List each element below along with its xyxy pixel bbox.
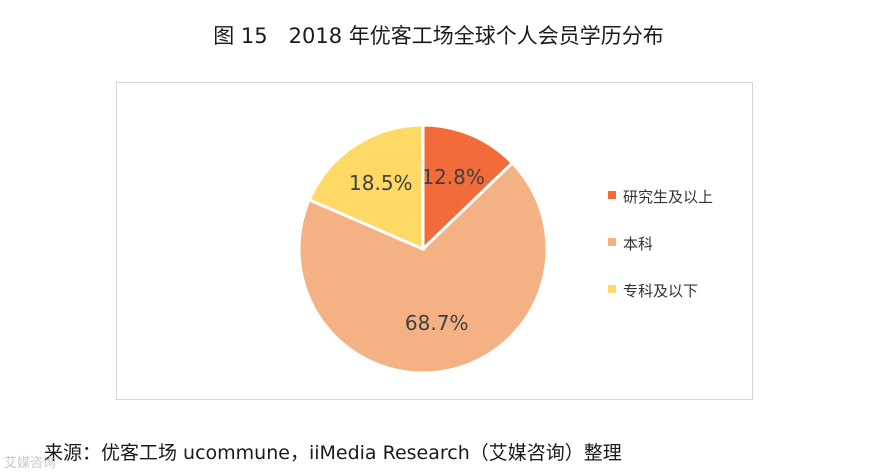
legend-label-3: 专科及以下 [623, 282, 699, 300]
legend-label-1: 研究生及以上 [623, 188, 714, 206]
legend-swatch-3 [608, 285, 616, 293]
source-note: 来源：优客工场 ucommune，iiMedia Research（艾媒咨询）整… [44, 442, 622, 464]
legend-label-2: 本科 [623, 235, 654, 253]
legend-swatch-2 [608, 238, 616, 246]
legend: 研究生及以上 本科专科及以下 [608, 186, 748, 327]
legend-item-3: 专科及以下 [608, 280, 748, 327]
pie-label-3: 18.5% [349, 171, 413, 195]
legend-item-2: 本科 [608, 233, 748, 280]
pie-chart: 12.8% 68.7% 18.5% [297, 123, 549, 375]
pie-slice-1 [421, 123, 515, 253]
watermark: 艾媒咨询 [4, 456, 57, 471]
legend-swatch-1 [608, 191, 616, 199]
pie-label-2: 68.7% [405, 311, 469, 335]
pie-slice-2 [297, 160, 549, 375]
pie-slice-3 [307, 123, 425, 252]
pie-label-1: 12.8% [421, 165, 485, 189]
chart-frame: 12.8% 68.7% 18.5% 研究生及以上 本科专科及以下 [116, 82, 753, 400]
legend-item-1: 研究生及以上 [608, 186, 748, 233]
chart-title: 图 15 2018 年优客工场全球个人会员学历分布 [213, 24, 664, 48]
